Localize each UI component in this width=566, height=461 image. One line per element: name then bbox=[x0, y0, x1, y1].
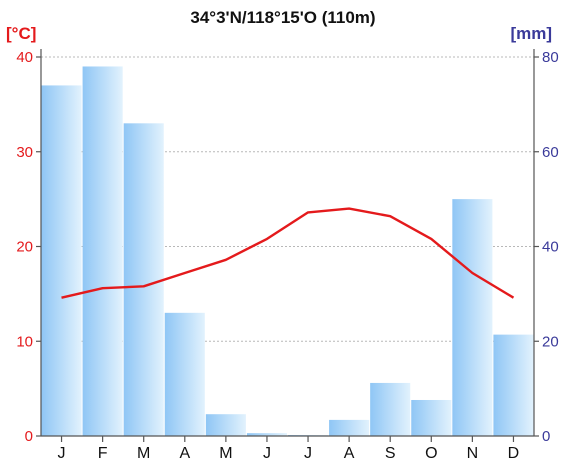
x-tick-label-4: A bbox=[179, 445, 190, 461]
right-tick-label-4: 80 bbox=[542, 49, 559, 66]
right-tick-label-3: 60 bbox=[542, 144, 559, 161]
x-tick-label-12: D bbox=[508, 445, 520, 461]
x-tick-label-1: J bbox=[58, 445, 66, 461]
chart-title: 34°3'N/118°15'O (110m) bbox=[190, 8, 375, 27]
precip-bar-1 bbox=[41, 85, 82, 437]
left-tick-label-4: 40 bbox=[16, 49, 33, 66]
right-axis-label: [mm] bbox=[510, 24, 552, 43]
x-tick-label-7: J bbox=[304, 445, 312, 461]
x-tick-label-8: A bbox=[344, 445, 355, 461]
precip-bar-8 bbox=[329, 419, 370, 436]
left-axis-label: [°C] bbox=[6, 24, 36, 43]
precip-bar-5 bbox=[205, 414, 246, 436]
precip-bar-3 bbox=[123, 123, 164, 436]
left-tick-label-3: 30 bbox=[16, 144, 33, 161]
temperature-line bbox=[61, 207, 515, 299]
right-tick-label-1: 20 bbox=[542, 333, 559, 350]
precip-bar-2 bbox=[82, 66, 123, 436]
left-tick-label-0: 0 bbox=[25, 428, 33, 445]
precip-bar-11 bbox=[452, 199, 493, 436]
x-tick-label-3: M bbox=[137, 445, 150, 461]
x-tick-label-6: J bbox=[263, 445, 271, 461]
right-tick-label-0: 0 bbox=[542, 428, 550, 445]
precipitation-bars bbox=[41, 66, 534, 437]
x-tick-label-10: O bbox=[425, 445, 437, 461]
temperature-polyline bbox=[61, 207, 515, 299]
precip-bar-10 bbox=[411, 399, 452, 436]
left-tick-label-1: 10 bbox=[16, 333, 33, 350]
x-tick-label-2: F bbox=[98, 445, 108, 461]
x-tick-label-11: N bbox=[467, 445, 479, 461]
precip-bar-4 bbox=[164, 312, 205, 436]
precip-bar-12 bbox=[493, 334, 534, 436]
axes bbox=[36, 49, 539, 442]
right-tick-label-2: 40 bbox=[542, 239, 559, 256]
x-tick-label-9: S bbox=[385, 445, 396, 461]
x-tick-label-5: M bbox=[219, 445, 232, 461]
left-tick-label-2: 20 bbox=[16, 239, 33, 256]
precip-bar-6 bbox=[246, 433, 287, 436]
precip-bar-9 bbox=[370, 382, 411, 436]
tick-labels: 0 10 20 30 40 0 20 40 60 80 J F M A M J J A S O N D bbox=[16, 49, 558, 461]
